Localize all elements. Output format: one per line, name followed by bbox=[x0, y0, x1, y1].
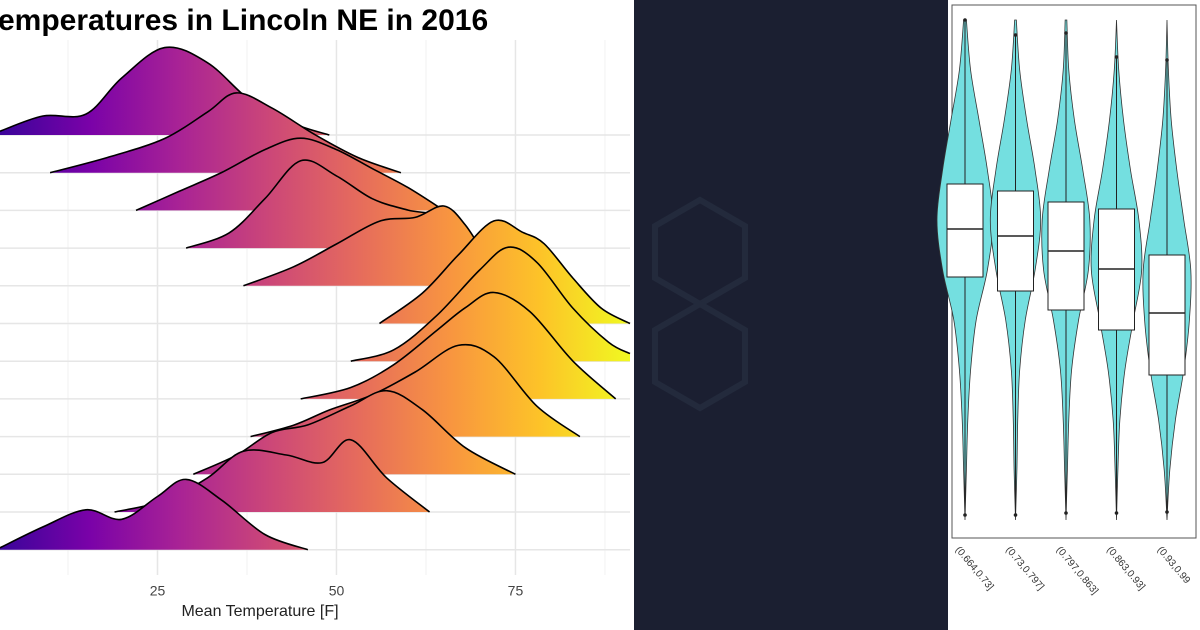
box bbox=[1047, 201, 1085, 311]
ridge-line bbox=[192, 389, 516, 476]
ridge-line bbox=[250, 343, 581, 438]
ridgeline-chart bbox=[0, 40, 631, 575]
whisker-end bbox=[963, 513, 967, 517]
whisker-end bbox=[1114, 55, 1119, 59]
whisker-end bbox=[1165, 510, 1169, 514]
ridge-line bbox=[0, 478, 309, 551]
whisker-end bbox=[963, 18, 967, 22]
hex-logo bbox=[652, 196, 748, 412]
whisker-end bbox=[1165, 58, 1169, 62]
box bbox=[997, 190, 1034, 292]
x-tick-label: 50 bbox=[329, 583, 345, 599]
box bbox=[946, 183, 984, 278]
whisker-end bbox=[1064, 511, 1068, 515]
x-axis-label: Mean Temperature [F] bbox=[181, 603, 338, 620]
x-tick-label: 25 bbox=[150, 583, 166, 599]
ridge-line bbox=[378, 219, 631, 325]
whisker-end bbox=[1064, 31, 1068, 35]
ridge-line bbox=[49, 92, 402, 174]
box bbox=[1148, 254, 1186, 376]
x-tick-label: 75 bbox=[508, 583, 524, 599]
ridge-line bbox=[350, 246, 631, 362]
chart-title: emperatures in Lincoln NE in 2016 bbox=[0, 4, 488, 37]
whisker-end bbox=[1013, 513, 1018, 517]
ridge-area bbox=[243, 205, 502, 286]
ridge-line bbox=[135, 137, 445, 212]
ridge-line bbox=[300, 291, 617, 400]
whisker-end bbox=[1114, 511, 1119, 515]
whisker-end bbox=[1013, 33, 1018, 37]
ridge-area bbox=[0, 479, 308, 550]
